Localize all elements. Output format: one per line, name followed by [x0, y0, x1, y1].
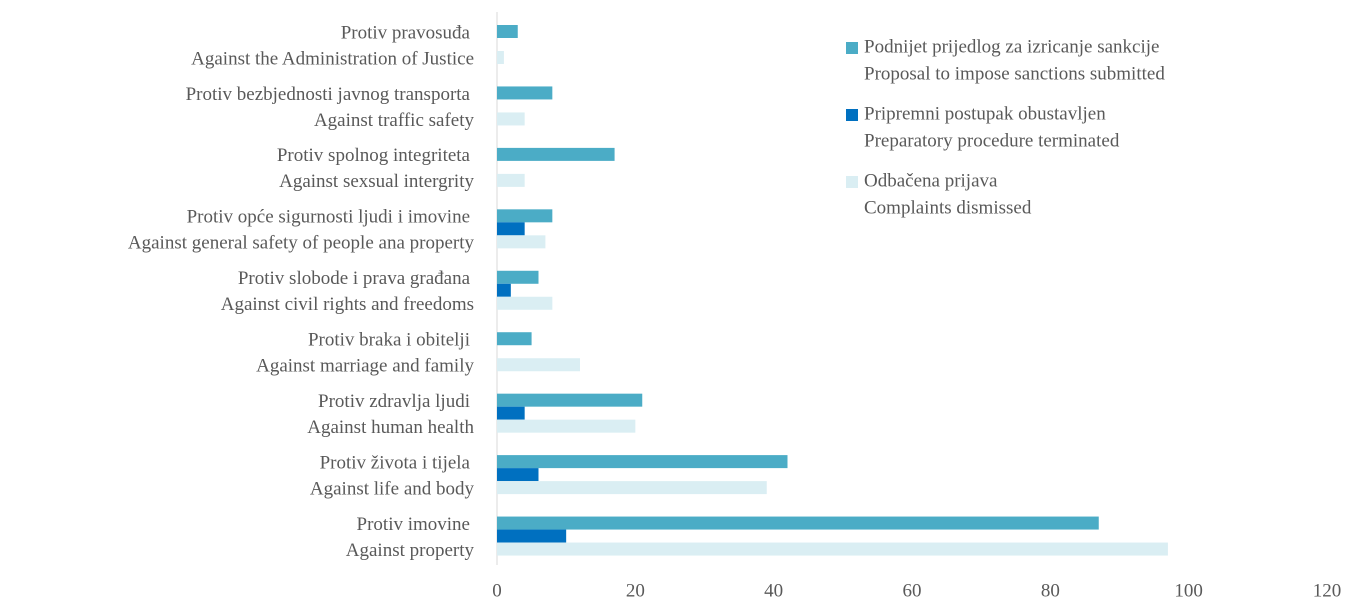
- x-tick-label: 0: [492, 580, 502, 601]
- y-tick-label: Protiv života i tijela: [320, 452, 471, 473]
- legend-label: Pripremni postupak obustavljen: [864, 103, 1106, 124]
- y-tick-label: Protiv zdravlja ljudi: [318, 391, 470, 412]
- x-tick-label: 40: [764, 580, 783, 601]
- bar: [497, 455, 788, 469]
- y-tick-label: Against life and body: [310, 478, 475, 499]
- y-tick-label: Against general safety of people ana pro…: [128, 233, 475, 254]
- y-tick-label: Against property: [346, 540, 475, 561]
- bar: [497, 529, 567, 543]
- bar: [497, 419, 636, 433]
- legend-swatch: [846, 42, 858, 54]
- bar: [497, 270, 539, 284]
- y-tick-label: Protiv opće sigurnosti ljudi i imovine: [187, 207, 470, 228]
- bar: [497, 516, 1099, 530]
- x-tick-label: 100: [1174, 580, 1203, 601]
- bar: [497, 235, 546, 249]
- x-tick-label: 80: [1041, 580, 1060, 601]
- y-tick-label: Against traffic safety: [314, 110, 475, 131]
- legend-label: Podnijet prijedlog za izricanje sankcije: [864, 36, 1159, 57]
- bar: [497, 51, 504, 64]
- legend-label: Preparatory procedure terminated: [864, 130, 1120, 151]
- y-tick-label: Protiv pravosuđa: [341, 22, 471, 43]
- legend-label: Complaints dismissed: [864, 197, 1032, 218]
- y-tick-label: Protiv slobode i prava građana: [238, 268, 471, 289]
- bar: [497, 542, 1168, 556]
- y-tick-label: Protiv braka i obitelji: [308, 330, 470, 351]
- legend-label: Odbačena prijava: [864, 170, 998, 191]
- y-tick-label: Against sexsual intergrity: [279, 171, 474, 192]
- bar: [497, 332, 532, 346]
- bar: [497, 406, 525, 420]
- bar: [497, 283, 511, 297]
- y-tick-label: Against human health: [307, 417, 474, 438]
- x-tick-label: 20: [626, 580, 645, 601]
- x-tick-label: 60: [903, 580, 922, 601]
- y-tick-label: Protiv imovine: [357, 514, 470, 535]
- bar: [497, 222, 525, 236]
- bar: [497, 393, 643, 407]
- bar: [497, 25, 518, 38]
- y-tick-label: Against the Administration of Justice: [191, 48, 474, 69]
- bar: [497, 112, 525, 126]
- y-tick-label: Protiv bezbjednosti javnog transporta: [186, 84, 471, 105]
- bar: [497, 147, 615, 161]
- legend-label: Proposal to impose sanctions submitted: [864, 63, 1165, 84]
- bar: [497, 209, 553, 223]
- y-tick-label: Against marriage and family: [256, 356, 474, 377]
- y-tick-label: Against civil rights and freedoms: [221, 294, 474, 315]
- bar: [497, 481, 767, 495]
- y-tick-label: Protiv spolnog integriteta: [277, 145, 471, 166]
- bar: [497, 296, 553, 310]
- x-tick-label: 120: [1313, 580, 1342, 601]
- bar: [497, 358, 580, 372]
- legend-swatch: [846, 176, 858, 188]
- bar: [497, 86, 553, 100]
- bar: [497, 173, 525, 187]
- legend-swatch: [846, 109, 858, 121]
- bar: [497, 468, 539, 482]
